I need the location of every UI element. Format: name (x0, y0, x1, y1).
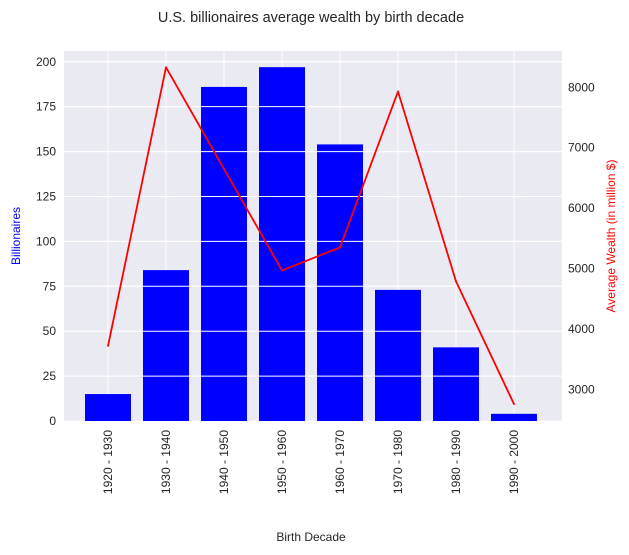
y2-axis-label: Average Wealth (in million $) (604, 160, 618, 313)
x-tick-label: 1940 - 1950 (217, 430, 231, 494)
y2-tick-label: 8000 (568, 80, 595, 94)
wealth-line-point (165, 66, 167, 69)
x-tick-label: 1980 - 1990 (449, 430, 463, 494)
bar (375, 289, 421, 421)
x-tick-label: 1990 - 2000 (507, 430, 521, 494)
bar (317, 144, 363, 421)
y-tick-label: 150 (36, 145, 56, 159)
wealth-line-path (107, 66, 515, 405)
bar (433, 347, 479, 421)
y2-tick-label: 5000 (568, 262, 595, 276)
bar (85, 394, 131, 421)
wealth-line-point (513, 403, 515, 405)
y2-tick-label: 3000 (568, 383, 595, 397)
x-tick-label: 1920 - 1930 (101, 430, 115, 494)
y2-tick-label: 7000 (568, 141, 595, 155)
y-tick-label: 175 (36, 100, 56, 114)
bar (491, 413, 537, 421)
y2-tick-label: 6000 (568, 201, 595, 215)
wealth-line-point (397, 90, 399, 93)
x-tick-label: 1950 - 1960 (275, 430, 289, 494)
x-axis-ticks: 1920 - 1930 1930 - 1940 1940 - 1950 1950 - … (101, 430, 521, 494)
wealth-line (107, 66, 515, 405)
y-axis-ticks: 0 25 50 75 100 125 150 175 200 (36, 55, 56, 428)
bar (201, 86, 247, 421)
y-tick-label: 25 (43, 369, 57, 383)
y-axis-label: Billionaires (9, 207, 23, 265)
x-axis-label: Birth Decade (276, 530, 346, 544)
wealth-line-point (223, 167, 225, 170)
wealth-line-point (455, 280, 457, 283)
x-tick-label: 1960 - 1970 (333, 430, 347, 494)
y-tick-label: 75 (43, 279, 57, 293)
y2-tick-label: 4000 (568, 322, 595, 336)
y-tick-label: 0 (49, 414, 56, 428)
y-tick-label: 50 (43, 324, 57, 338)
y-tick-label: 125 (36, 189, 56, 203)
x-tick-label: 1930 - 1940 (159, 430, 173, 494)
y-tick-label: 100 (36, 234, 56, 248)
x-tick-label: 1970 - 1980 (391, 430, 405, 494)
bar (259, 67, 305, 422)
wealth-line-point (339, 246, 341, 249)
y-tick-label: 200 (36, 55, 56, 69)
y2-axis-ticks: 3000 4000 5000 6000 7000 8000 (568, 80, 595, 396)
bar (143, 270, 189, 421)
wealth-line-point (281, 269, 283, 272)
wealth-line-point (107, 345, 109, 347)
chart-title: U.S. billionaires average wealth by birt… (158, 10, 464, 26)
